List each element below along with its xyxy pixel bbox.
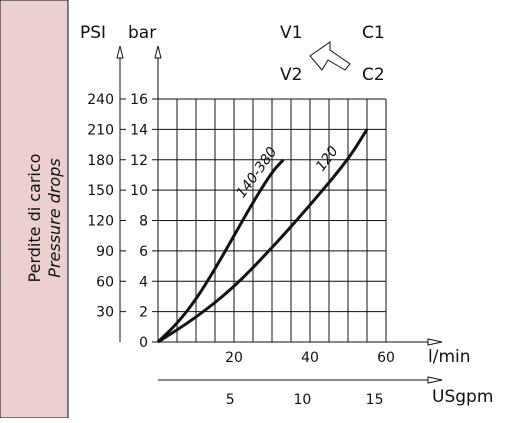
psi-tick-label: 240 [87, 92, 114, 108]
sidebar-title-group: Perdite di carico [25, 154, 44, 283]
c1-label: C1 [362, 23, 385, 43]
curve-layer [156, 128, 369, 344]
series-curve [156, 158, 285, 344]
bar-tick-label: 4 [139, 274, 148, 290]
bar-tick-label: 2 [139, 305, 148, 321]
bar-tick-label: 16 [130, 92, 148, 108]
usgpm-tick-label: 15 [366, 392, 384, 408]
bar-axis-label: bar [128, 23, 156, 43]
bar-tick-label: 8 [139, 214, 148, 230]
c2-label: C2 [362, 65, 385, 85]
grid-layer [158, 98, 387, 342]
bar-tick-label: 14 [130, 122, 148, 138]
psi-axis-arrow-icon [116, 45, 124, 59]
lmin-axis-label: l/min [428, 347, 471, 367]
usgpm-axis-arrow-icon [427, 376, 443, 384]
bar-tick-label: 10 [130, 183, 148, 199]
v1-label: V1 [280, 23, 302, 43]
psi-tick-label: 90 [96, 244, 114, 260]
lmin-tick-label: 40 [301, 350, 319, 366]
lmin-tick-label: 60 [377, 350, 395, 366]
usgpm-axis-label: USgpm [432, 387, 493, 407]
sidebar-title: Perdite di carico [25, 154, 44, 283]
bar-tick-label: 6 [139, 244, 148, 260]
psi-axis-label: PSI [80, 23, 106, 43]
series-label-layer: 140-380 120 [233, 143, 341, 201]
v2-label: V2 [280, 65, 302, 85]
psi-tick-label: 150 [87, 183, 114, 199]
hollow-arrow-left-icon [309, 41, 351, 71]
bar-axis-arrow-icon [154, 45, 162, 59]
psi-tick-label: 120 [87, 214, 114, 230]
bar-tick-label: 0 [139, 335, 148, 351]
sidebar-subtitle-group: Pressure drops [45, 158, 64, 277]
psi-tick-label: 60 [96, 274, 114, 290]
lmin-tick-label: 20 [225, 350, 243, 366]
lmin-axis-arrow-icon [427, 338, 443, 346]
psi-tick-label: 210 [87, 122, 114, 138]
usgpm-tick-label: 5 [226, 392, 235, 408]
psi-tick-label: 180 [87, 153, 114, 169]
psi-tick-label: 30 [96, 305, 114, 321]
series-label: 120 [313, 143, 342, 174]
sidebar-subtitle: Pressure drops [45, 158, 64, 277]
bar-tick-label: 12 [130, 153, 148, 169]
usgpm-tick-label: 10 [293, 392, 311, 408]
tick-layer: 0 2 4 6 8 10 12 14 16 30 60 90 120 150 180 210 240 20 40 60… [87, 92, 395, 408]
sidebar-panel [0, 0, 69, 419]
series-curve [157, 128, 369, 344]
